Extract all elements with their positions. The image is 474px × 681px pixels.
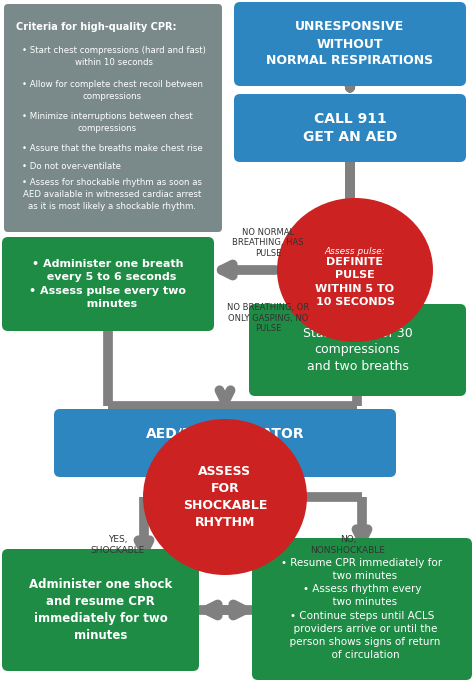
Text: Criteria for high-quality CPR:: Criteria for high-quality CPR: bbox=[16, 22, 176, 32]
Ellipse shape bbox=[143, 419, 307, 575]
FancyBboxPatch shape bbox=[54, 409, 396, 477]
Text: Administer one shock
and resume CPR
immediately for two
minutes: Administer one shock and resume CPR imme… bbox=[29, 578, 172, 642]
Text: • Minimize interruptions between chest
compressions: • Minimize interruptions between chest c… bbox=[22, 112, 193, 133]
Text: Assess pulse:: Assess pulse: bbox=[325, 247, 385, 257]
FancyBboxPatch shape bbox=[234, 2, 466, 86]
FancyBboxPatch shape bbox=[249, 304, 466, 396]
Text: • Do not over-ventilate: • Do not over-ventilate bbox=[22, 162, 121, 171]
Text: Start cycles of 30
compressions
and two breaths: Start cycles of 30 compressions and two … bbox=[302, 326, 412, 373]
FancyBboxPatch shape bbox=[2, 549, 199, 671]
FancyBboxPatch shape bbox=[252, 538, 472, 680]
Text: UNRESPONSIVE
WITHOUT
NORMAL RESPIRATIONS: UNRESPONSIVE WITHOUT NORMAL RESPIRATIONS bbox=[266, 20, 434, 67]
Text: • Administer one breath
  every 5 to 6 seconds
• Assess pulse every two
  minute: • Administer one breath every 5 to 6 sec… bbox=[29, 259, 186, 308]
Text: DEFINITE
PULSE
WITHIN 5 TO
10 SECONDS: DEFINITE PULSE WITHIN 5 TO 10 SECONDS bbox=[316, 257, 394, 307]
FancyBboxPatch shape bbox=[234, 94, 466, 162]
Text: • Assess for shockable rhythm as soon as
AED available in witnessed cardiac arre: • Assess for shockable rhythm as soon as… bbox=[22, 178, 202, 210]
Text: YES,
SHOCKABLE: YES, SHOCKABLE bbox=[91, 535, 145, 555]
Text: • Start chest compressions (hard and fast)
within 10 seconds: • Start chest compressions (hard and fas… bbox=[22, 46, 206, 67]
Text: ASSESS
FOR
SHOCKABLE
RHYTHM: ASSESS FOR SHOCKABLE RHYTHM bbox=[183, 465, 267, 529]
Text: • Resume CPR immediately for
  two minutes
• Assess rhythm every
  two minutes
•: • Resume CPR immediately for two minutes… bbox=[282, 558, 443, 660]
Ellipse shape bbox=[277, 198, 433, 342]
Text: NO,
NONSHOCKABLE: NO, NONSHOCKABLE bbox=[310, 535, 385, 555]
Text: CALL 911
GET AN AED: CALL 911 GET AN AED bbox=[303, 112, 397, 144]
FancyBboxPatch shape bbox=[4, 4, 222, 232]
Text: AED/DEFIBRILLATOR
ARRIVES: AED/DEFIBRILLATOR ARRIVES bbox=[146, 427, 304, 459]
FancyBboxPatch shape bbox=[2, 237, 214, 331]
Text: • Allow for complete chest recoil between
compressions: • Allow for complete chest recoil betwee… bbox=[22, 80, 203, 101]
Text: NO NORMAL
BREATHING, HAS
PULSE: NO NORMAL BREATHING, HAS PULSE bbox=[232, 228, 304, 258]
Text: • Assure that the breaths make chest rise: • Assure that the breaths make chest ris… bbox=[22, 144, 203, 153]
Text: NO BREATHING, OR
ONLY GASPING, NO
PULSE: NO BREATHING, OR ONLY GASPING, NO PULSE bbox=[227, 303, 309, 333]
